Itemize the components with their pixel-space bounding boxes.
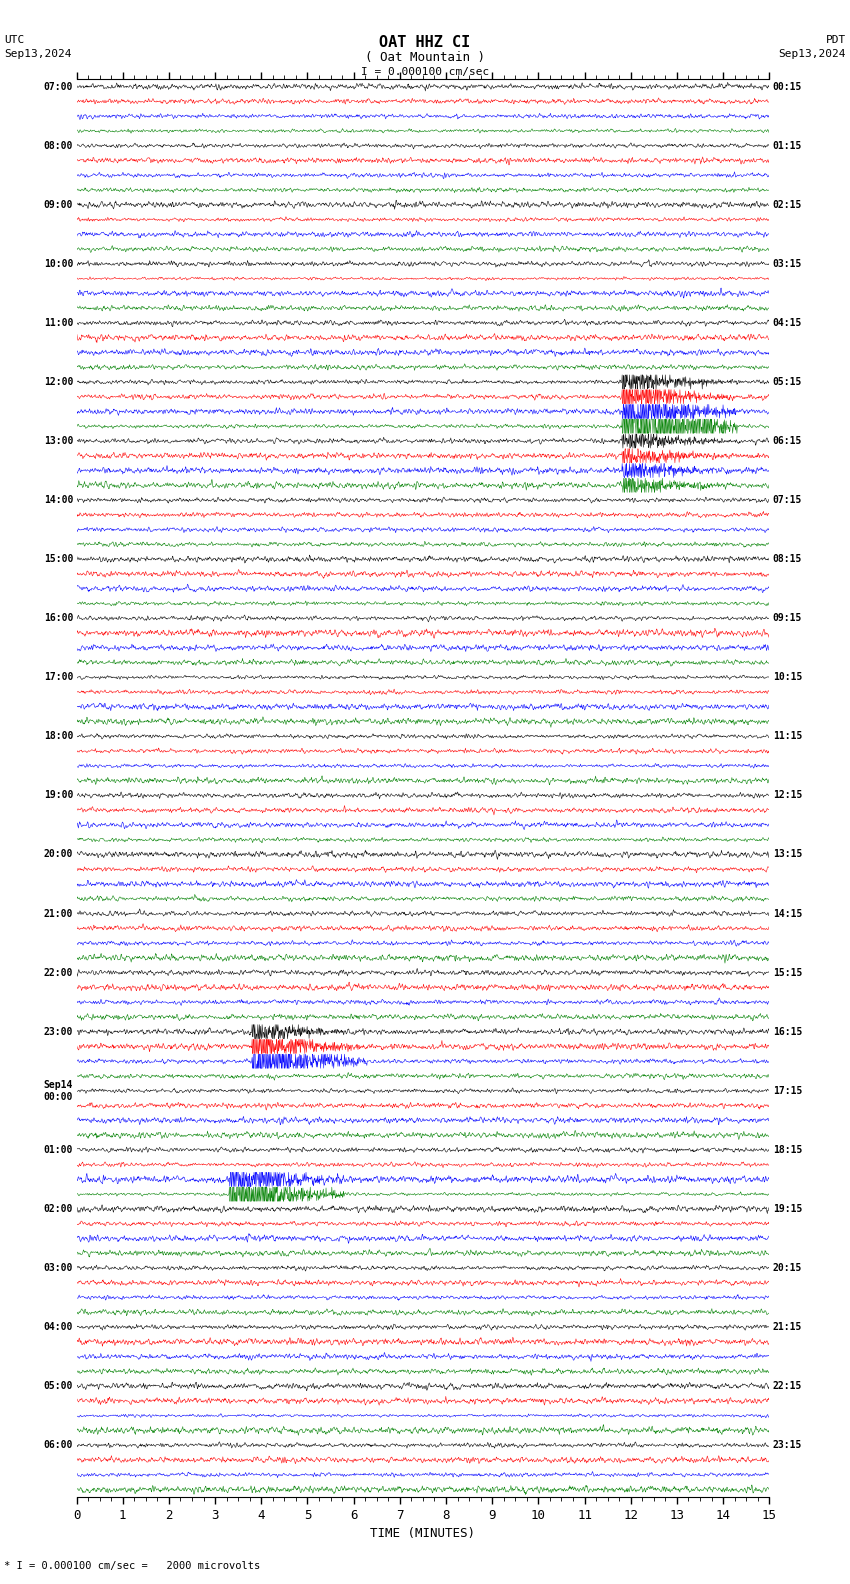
Text: 17:15: 17:15 xyxy=(773,1085,802,1096)
X-axis label: TIME (MINUTES): TIME (MINUTES) xyxy=(371,1527,475,1540)
Text: 11:00: 11:00 xyxy=(43,318,73,328)
Text: 03:15: 03:15 xyxy=(773,258,802,269)
Text: 10:00: 10:00 xyxy=(43,258,73,269)
Text: 18:00: 18:00 xyxy=(43,732,73,741)
Text: 14:00: 14:00 xyxy=(43,496,73,505)
Text: 03:00: 03:00 xyxy=(43,1262,73,1274)
Text: 00:15: 00:15 xyxy=(773,82,802,92)
Text: 09:00: 09:00 xyxy=(43,200,73,209)
Text: 06:15: 06:15 xyxy=(773,436,802,447)
Text: Sep13,2024: Sep13,2024 xyxy=(779,49,846,59)
Text: 12:00: 12:00 xyxy=(43,377,73,386)
Text: 19:15: 19:15 xyxy=(773,1204,802,1213)
Text: 14:15: 14:15 xyxy=(773,909,802,919)
Text: * I = 0.000100 cm/sec =   2000 microvolts: * I = 0.000100 cm/sec = 2000 microvolts xyxy=(4,1562,260,1571)
Text: 08:15: 08:15 xyxy=(773,554,802,564)
Text: OAT HHZ CI: OAT HHZ CI xyxy=(379,35,471,49)
Text: 20:00: 20:00 xyxy=(43,849,73,860)
Text: 09:15: 09:15 xyxy=(773,613,802,623)
Text: 13:00: 13:00 xyxy=(43,436,73,447)
Text: 22:00: 22:00 xyxy=(43,968,73,977)
Text: 15:00: 15:00 xyxy=(43,554,73,564)
Text: 18:15: 18:15 xyxy=(773,1145,802,1155)
Text: 04:00: 04:00 xyxy=(43,1323,73,1332)
Text: 12:15: 12:15 xyxy=(773,790,802,800)
Text: 06:00: 06:00 xyxy=(43,1440,73,1451)
Text: 02:00: 02:00 xyxy=(43,1204,73,1213)
Text: 13:15: 13:15 xyxy=(773,849,802,860)
Text: Sep13,2024: Sep13,2024 xyxy=(4,49,71,59)
Text: 07:00: 07:00 xyxy=(43,82,73,92)
Text: 16:15: 16:15 xyxy=(773,1026,802,1036)
Text: 10:15: 10:15 xyxy=(773,672,802,683)
Text: 23:15: 23:15 xyxy=(773,1440,802,1451)
Text: Sep14
00:00: Sep14 00:00 xyxy=(43,1080,73,1101)
Text: 17:00: 17:00 xyxy=(43,672,73,683)
Text: 16:00: 16:00 xyxy=(43,613,73,623)
Text: 05:15: 05:15 xyxy=(773,377,802,386)
Text: UTC: UTC xyxy=(4,35,25,44)
Text: 07:15: 07:15 xyxy=(773,496,802,505)
Text: 08:00: 08:00 xyxy=(43,141,73,150)
Text: 22:15: 22:15 xyxy=(773,1381,802,1391)
Text: 20:15: 20:15 xyxy=(773,1262,802,1274)
Text: 23:00: 23:00 xyxy=(43,1026,73,1036)
Text: I = 0.000100 cm/sec: I = 0.000100 cm/sec xyxy=(361,67,489,76)
Text: PDT: PDT xyxy=(825,35,846,44)
Text: 21:00: 21:00 xyxy=(43,909,73,919)
Text: 05:00: 05:00 xyxy=(43,1381,73,1391)
Text: ( Oat Mountain ): ( Oat Mountain ) xyxy=(365,51,485,63)
Text: 01:00: 01:00 xyxy=(43,1145,73,1155)
Text: 02:15: 02:15 xyxy=(773,200,802,209)
Text: 01:15: 01:15 xyxy=(773,141,802,150)
Text: 21:15: 21:15 xyxy=(773,1323,802,1332)
Text: 04:15: 04:15 xyxy=(773,318,802,328)
Text: 15:15: 15:15 xyxy=(773,968,802,977)
Text: 19:00: 19:00 xyxy=(43,790,73,800)
Text: 11:15: 11:15 xyxy=(773,732,802,741)
